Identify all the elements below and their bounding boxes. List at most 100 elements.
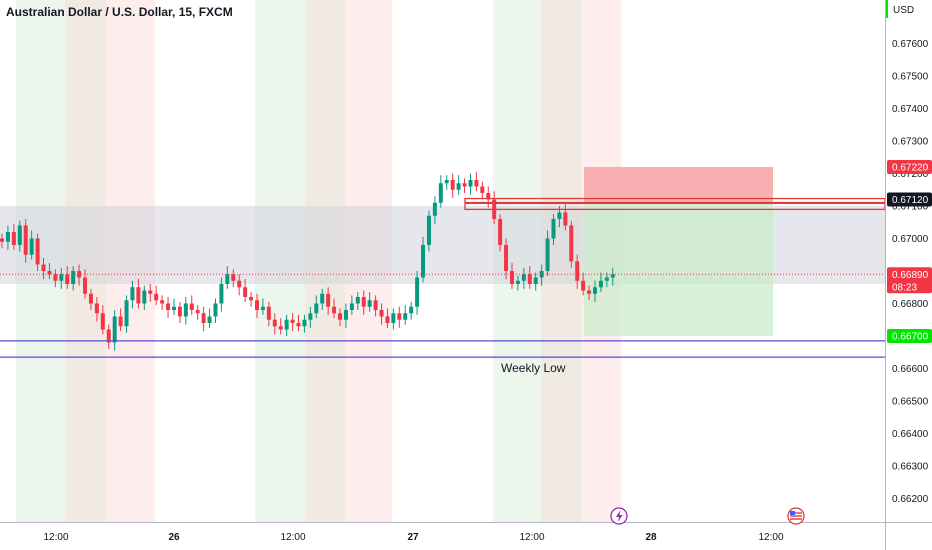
candle-body xyxy=(610,274,615,278)
candle-body xyxy=(94,303,99,314)
candle-body xyxy=(225,274,230,284)
candle-body xyxy=(397,313,402,320)
candle-body xyxy=(201,313,206,323)
candle-body xyxy=(545,238,550,271)
candle-body xyxy=(349,303,354,310)
y-tick-label: 0.66500 xyxy=(892,397,929,408)
candle-body xyxy=(5,232,10,242)
candle-body xyxy=(195,310,200,314)
price-label: 0.66700 xyxy=(892,332,929,343)
candle-body xyxy=(415,277,420,307)
candle-body xyxy=(177,306,182,317)
candle-body xyxy=(409,306,414,314)
candle-body xyxy=(183,303,188,317)
candle-body xyxy=(284,319,289,330)
candle-body xyxy=(219,284,224,304)
candle-body xyxy=(23,225,28,255)
countdown-label: 08:23 xyxy=(892,282,917,293)
y-tick-label: 0.67300 xyxy=(892,137,929,148)
y-tick-label: 0.67000 xyxy=(892,234,929,245)
candle-body xyxy=(332,306,337,314)
candle-body xyxy=(160,300,165,304)
candle-body xyxy=(154,293,159,301)
price-label-bg xyxy=(887,160,932,174)
candle-body xyxy=(237,280,242,288)
candle-body xyxy=(468,180,473,187)
candle-body xyxy=(343,310,348,320)
weekly-low-label: Weekly Low xyxy=(501,361,566,375)
candle-body xyxy=(254,300,259,310)
candle-body xyxy=(569,225,574,262)
candle-body xyxy=(581,280,586,291)
candle-body xyxy=(355,297,360,304)
y-tick-label: 0.67500 xyxy=(892,72,929,83)
candle-body xyxy=(480,186,485,193)
candle-body xyxy=(290,319,295,323)
candle-body xyxy=(444,180,449,184)
candle-body xyxy=(130,287,135,301)
y-tick-label: 0.67100 xyxy=(892,202,929,213)
candle-body xyxy=(249,297,254,301)
x-tick-label: 12:00 xyxy=(758,532,783,543)
candle-body xyxy=(53,274,58,281)
candle-body xyxy=(575,261,580,281)
candle-body xyxy=(498,219,503,245)
candle-body xyxy=(83,277,88,294)
x-tick-label: 26 xyxy=(168,532,180,543)
candle-body xyxy=(118,316,123,327)
candle-body xyxy=(59,274,64,281)
flag-canton xyxy=(790,511,795,515)
stop-loss-zone xyxy=(584,167,773,203)
y-tick-label: 0.66300 xyxy=(892,462,929,473)
candle-body xyxy=(278,326,283,330)
candle-body xyxy=(136,287,141,304)
price-label-bg xyxy=(887,329,932,343)
candle-body xyxy=(604,277,609,281)
candle-body xyxy=(521,274,526,281)
candle-body xyxy=(29,238,34,255)
candle-body xyxy=(106,329,111,343)
candle-body xyxy=(326,293,331,307)
candle-body xyxy=(308,313,313,320)
candle-body xyxy=(426,215,431,245)
candle-body xyxy=(438,183,443,203)
candle-body xyxy=(563,212,568,226)
candle-body xyxy=(171,306,176,310)
x-tick-label: 28 xyxy=(645,532,657,543)
candle-body xyxy=(166,303,171,310)
candle-body xyxy=(373,300,378,310)
x-tick-label: 12:00 xyxy=(519,532,544,543)
candle-body xyxy=(88,293,93,304)
status-indicator xyxy=(886,0,888,18)
candle-body xyxy=(314,303,319,314)
x-tick-label: 27 xyxy=(407,532,419,543)
candle-body xyxy=(509,271,514,284)
candle-body xyxy=(515,280,520,284)
candle-body xyxy=(272,319,277,327)
y-tick-label: 0.66200 xyxy=(892,494,929,505)
candle-body xyxy=(539,271,544,278)
price-label: 0.67220 xyxy=(892,163,929,174)
take-profit-zone xyxy=(584,202,773,336)
y-tick-label: 0.66400 xyxy=(892,429,929,440)
y-tick-label: 0.67200 xyxy=(892,169,929,180)
candle-body xyxy=(474,180,479,187)
candles xyxy=(0,171,615,351)
candle-body xyxy=(421,245,426,278)
candle-body xyxy=(361,297,366,307)
candle-body xyxy=(124,300,129,327)
candle-body xyxy=(142,290,147,304)
candle-body xyxy=(450,180,455,190)
x-tick-label: 12:00 xyxy=(280,532,305,543)
candle-body xyxy=(533,277,538,284)
candle-body xyxy=(35,238,40,265)
candle-body xyxy=(231,274,236,281)
candle-body xyxy=(189,303,194,310)
candle-body xyxy=(112,316,117,343)
candle-body xyxy=(17,225,22,245)
candle-body xyxy=(213,303,218,317)
price-label: 0.66890 xyxy=(892,270,929,281)
candle-body xyxy=(593,287,597,294)
